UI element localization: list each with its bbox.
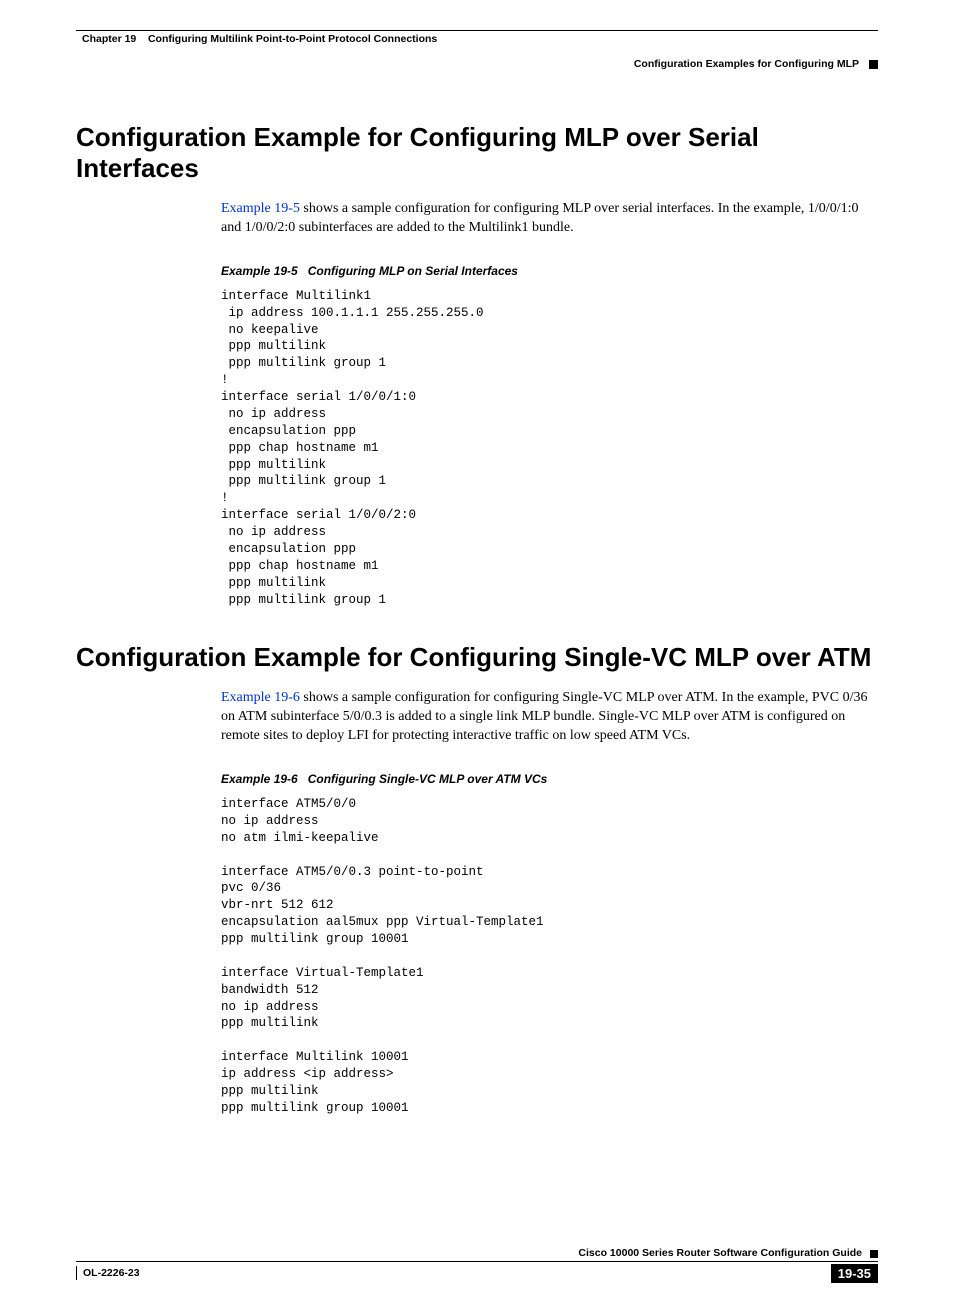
header-rule <box>76 30 878 31</box>
page-content: Configuration Example for Configuring ML… <box>76 122 878 1117</box>
footer-guide-title: Cisco 10000 Series Router Software Confi… <box>578 1247 862 1259</box>
example-19-5-code: interface Multilink1 ip address 100.1.1.… <box>221 288 878 609</box>
section-1-heading: Configuration Example for Configuring ML… <box>76 122 878 184</box>
example-19-6-title: Example 19-6 Configuring Single-VC MLP o… <box>221 772 878 786</box>
example-19-6-caption: Configuring Single-VC MLP over ATM VCs <box>308 772 548 786</box>
section-2-heading: Configuration Example for Configuring Si… <box>76 642 878 673</box>
page-footer: Cisco 10000 Series Router Software Confi… <box>76 1247 878 1283</box>
section-2-intro-text: shows a sample configuration for configu… <box>221 690 868 743</box>
section-1-intro-text: shows a sample configuration for configu… <box>221 201 858 235</box>
header-section-title: Configuration Examples for Configuring M… <box>634 58 859 70</box>
section-1-intro: Example 19-5 shows a sample configuratio… <box>221 200 878 238</box>
example-19-5-title: Example 19-5 Configuring MLP on Serial I… <box>221 264 878 278</box>
footer-guide-row: Cisco 10000 Series Router Software Confi… <box>76 1247 878 1259</box>
section-2-intro: Example 19-6 shows a sample configuratio… <box>221 689 878 746</box>
example-19-5-link[interactable]: Example 19-5 <box>221 201 300 216</box>
footer-doc-id: OL-2226-23 <box>76 1266 140 1280</box>
header-section-line: Configuration Examples for Configuring M… <box>76 58 878 70</box>
footer-marker-icon <box>870 1250 878 1258</box>
footer-page-number: 19-35 <box>831 1264 878 1283</box>
example-19-5-caption: Configuring MLP on Serial Interfaces <box>308 264 518 278</box>
example-19-6-link[interactable]: Example 19-6 <box>221 690 300 705</box>
footer-bottom-row: OL-2226-23 19-35 <box>76 1264 878 1283</box>
chapter-label: Chapter 19 <box>82 33 136 45</box>
example-19-6-label: Example 19-6 <box>221 772 298 786</box>
footer-rule <box>76 1261 878 1262</box>
document-page: Chapter 19 Configuring Multilink Point-t… <box>0 0 954 1313</box>
chapter-title: Configuring Multilink Point-to-Point Pro… <box>148 33 437 45</box>
example-19-5-label: Example 19-5 <box>221 264 298 278</box>
header-marker-icon <box>869 60 878 69</box>
example-19-6-code: interface ATM5/0/0 no ip address no atm … <box>221 796 878 1117</box>
header-chapter-line: Chapter 19 Configuring Multilink Point-t… <box>76 33 878 45</box>
